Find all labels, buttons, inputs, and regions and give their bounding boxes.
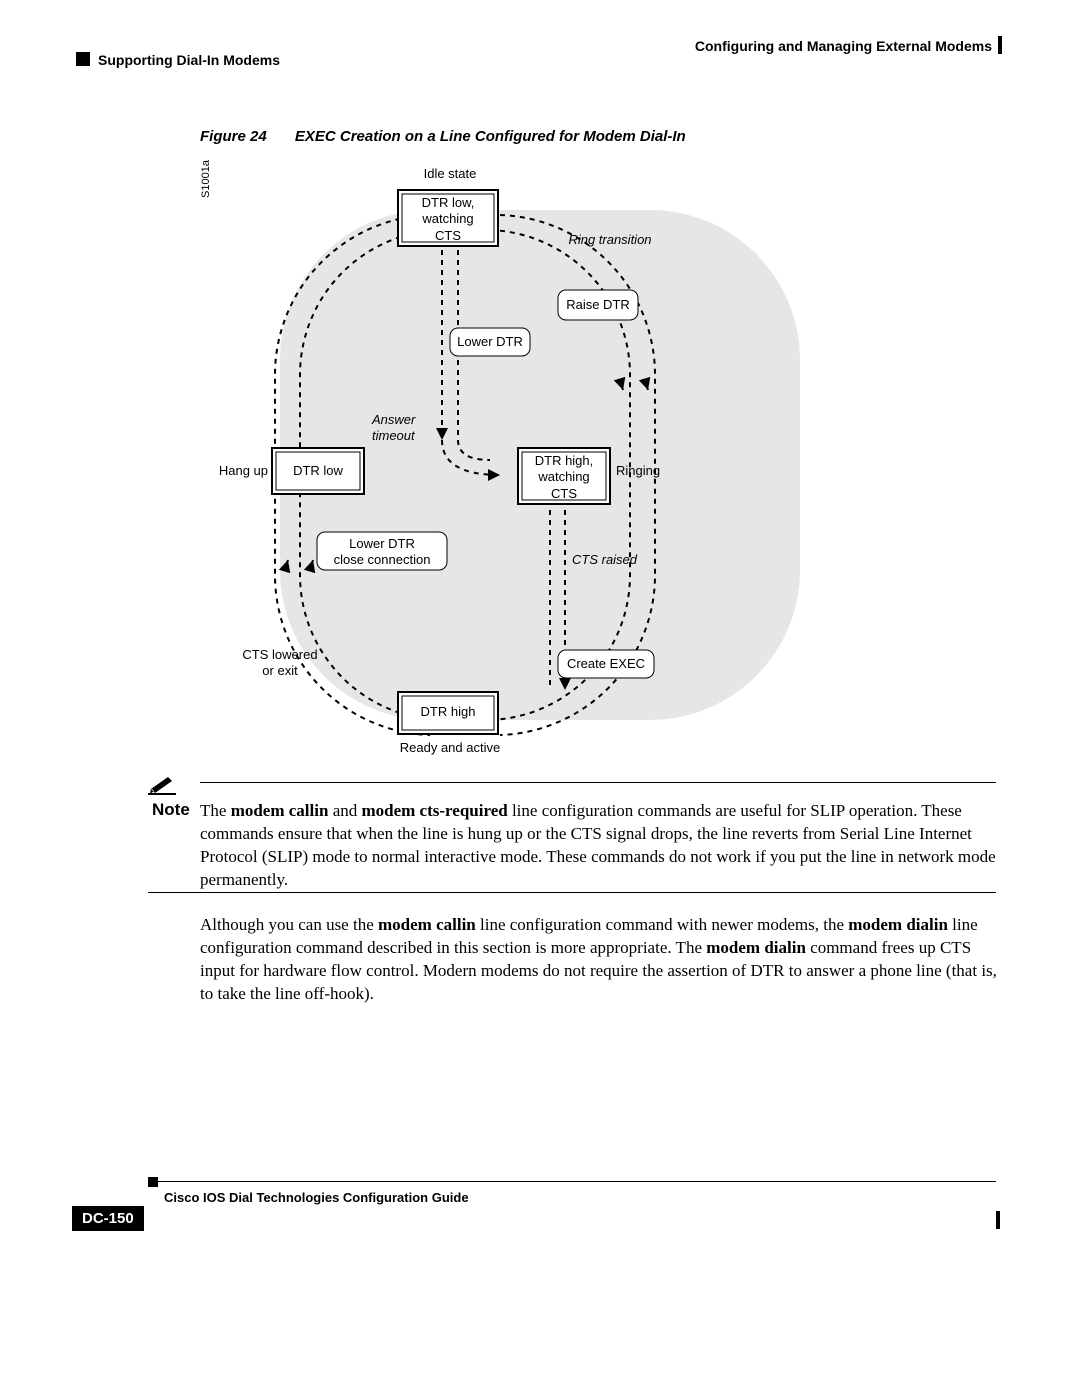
figure-caption: Figure 24 EXEC Creation on a Line Config…	[200, 128, 686, 145]
label-ringing: Ringing	[616, 463, 676, 479]
figure-number: Figure 24	[200, 128, 267, 145]
node-raise-dtr: Raise DTR	[558, 297, 638, 313]
node-create-exec: Create EXEC	[558, 656, 654, 672]
note-rule-bottom	[148, 892, 996, 893]
footer-marker	[148, 1177, 158, 1187]
node-lower-close: Lower DTR close connection	[317, 536, 447, 569]
t: line configuration command with newer mo…	[476, 915, 849, 934]
label-idle-state: Idle state	[410, 166, 490, 182]
label-answer-timeout: Answer timeout	[372, 412, 452, 445]
note-icon	[148, 773, 176, 800]
note-rule-top	[200, 782, 996, 783]
t: modem cts-required	[361, 801, 507, 820]
t: The	[200, 801, 231, 820]
node-right: DTR high, watching CTS	[520, 453, 608, 502]
label-ring-transition: Ring transition	[550, 232, 670, 248]
figure-title: EXEC Creation on a Line Configured for M…	[295, 128, 686, 145]
footer-rule	[148, 1181, 996, 1182]
footer-page: DC-150	[72, 1206, 144, 1231]
t: Although you can use the	[200, 915, 378, 934]
node-left: DTR low	[276, 463, 360, 479]
t: modem dialin	[706, 938, 806, 957]
t: and	[328, 801, 361, 820]
header-left-marker	[76, 52, 90, 66]
node-bottom: DTR high	[400, 704, 496, 720]
t: modem callin	[231, 801, 329, 820]
note-body: The modem callin and modem cts-required …	[200, 800, 1000, 892]
label-hang-up: Hang up	[204, 463, 268, 479]
header-chapter: Configuring and Managing External Modems	[695, 38, 992, 54]
t: modem dialin	[848, 915, 948, 934]
node-top: DTR low, watching CTS	[400, 195, 496, 244]
footer-guide: Cisco IOS Dial Technologies Configuratio…	[164, 1190, 469, 1205]
footer-right-bar	[996, 1211, 1000, 1229]
header-right-bar	[998, 36, 1002, 54]
note-label: Note	[152, 800, 190, 820]
label-sref: S1001a	[200, 160, 212, 198]
header-section: Supporting Dial-In Modems	[98, 52, 280, 68]
label-cts-raised: CTS raised	[572, 552, 672, 568]
label-cts-lowered: CTS lowered or exit	[230, 647, 330, 680]
paragraph-2: Although you can use the modem callin li…	[200, 914, 1000, 1006]
node-lower-dtr: Lower DTR	[450, 334, 530, 350]
state-diagram: Idle state DTR low, watching CTS Ring tr…	[200, 160, 840, 780]
t: modem callin	[378, 915, 476, 934]
label-ready-active: Ready and active	[370, 740, 530, 756]
